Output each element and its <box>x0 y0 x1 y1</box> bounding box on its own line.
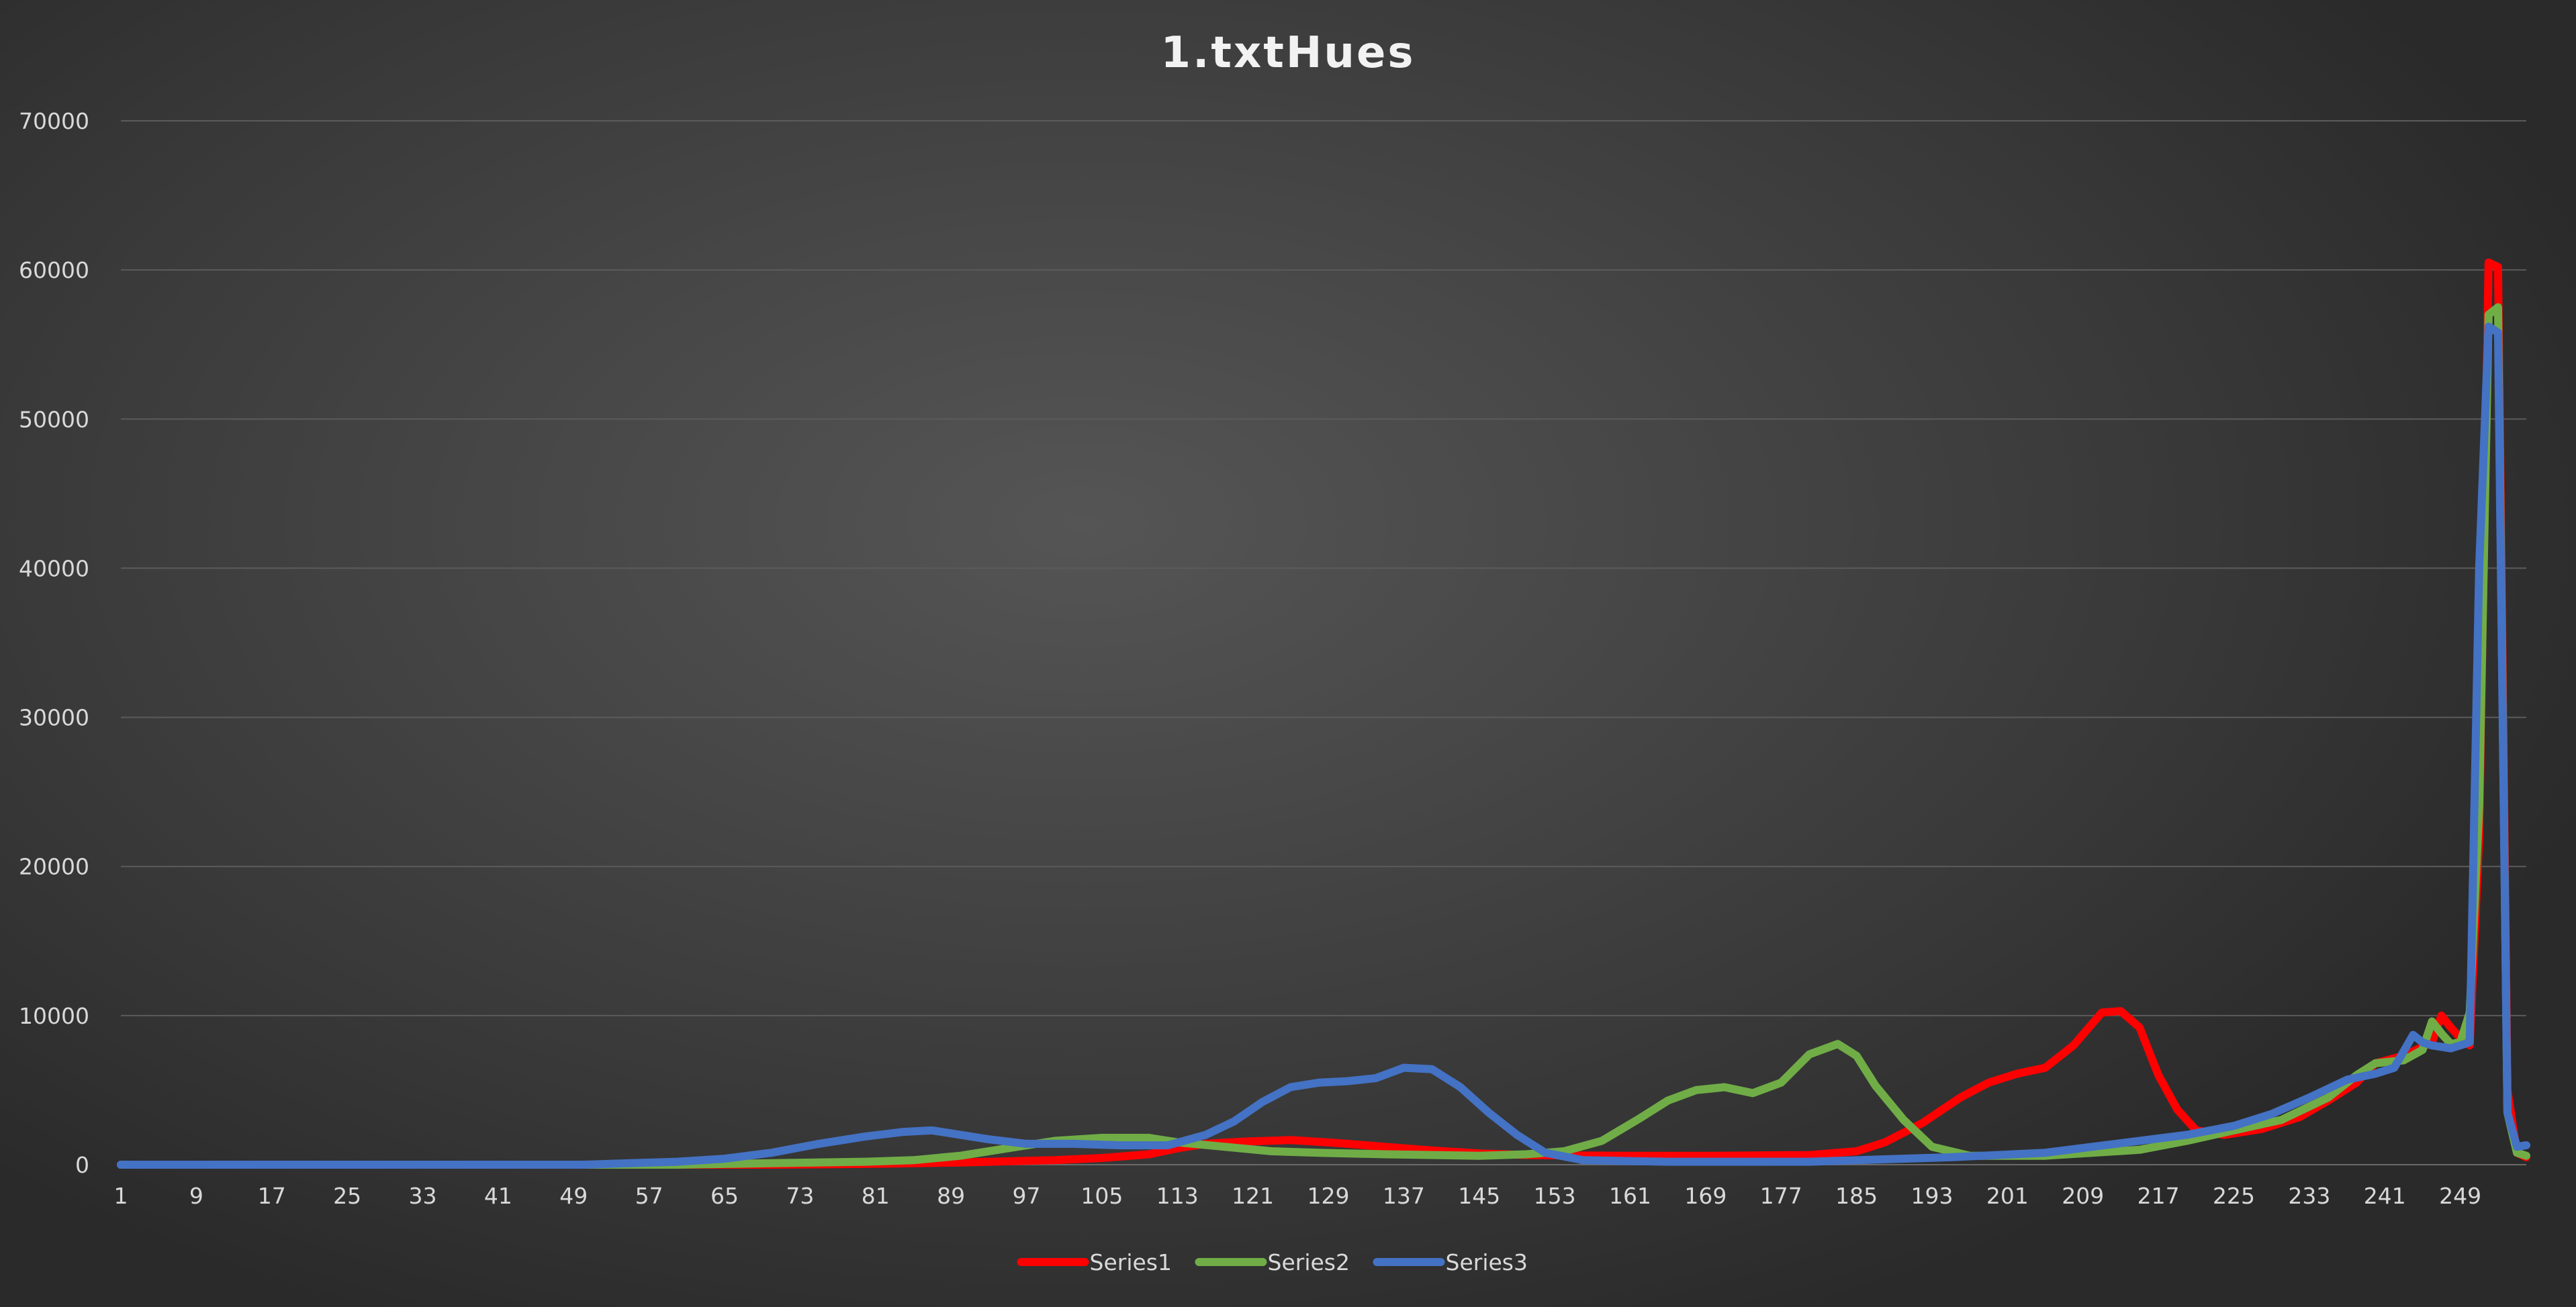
x-tick-label: 225 <box>2213 1183 2255 1209</box>
x-axis: 1 9 17 25 33 41 49 57 65 73 81 89 97 105 113 121 129 137 1… <box>114 1183 2482 1209</box>
y-tick-label: 0 <box>75 1152 89 1178</box>
series-line-series3 <box>117 322 2530 1169</box>
y-axis: 0 10000 20000 30000 40000 50000 60000 70000 <box>19 108 89 1178</box>
legend-item-series2: Series2 <box>1195 1249 1350 1275</box>
y-tick-label: 60000 <box>19 257 89 283</box>
y-tick-label: 50000 <box>19 406 89 432</box>
y-tick-label: 40000 <box>19 555 89 581</box>
x-tick-label: 185 <box>1835 1183 1878 1209</box>
x-tick-label: 121 <box>1232 1183 1274 1209</box>
x-tick-label: 177 <box>1760 1183 1802 1209</box>
x-tick-label: 17 <box>258 1183 286 1209</box>
x-tick-label: 81 <box>862 1183 890 1209</box>
x-tick-label: 33 <box>409 1183 437 1209</box>
x-tick-label: 233 <box>2288 1183 2330 1209</box>
x-tick-label: 25 <box>333 1183 361 1209</box>
legend: Series1 Series2 Series3 <box>1017 1249 1528 1275</box>
x-tick-label: 201 <box>1986 1183 2029 1209</box>
x-tick-label: 41 <box>484 1183 512 1209</box>
x-tick-label: 1 <box>114 1183 128 1209</box>
x-tick-label: 97 <box>1013 1183 1041 1209</box>
y-tick-label: 20000 <box>19 854 89 880</box>
x-tick-label: 65 <box>710 1183 739 1209</box>
x-tick-label: 161 <box>1609 1183 1651 1209</box>
x-tick-label: 217 <box>2137 1183 2180 1209</box>
x-tick-label: 73 <box>786 1183 814 1209</box>
x-tick-label: 137 <box>1383 1183 1425 1209</box>
x-tick-label: 9 <box>189 1183 203 1209</box>
legend-label: Series3 <box>1446 1249 1528 1275</box>
x-tick-label: 113 <box>1156 1183 1199 1209</box>
x-tick-label: 57 <box>635 1183 663 1209</box>
y-tick-label: 30000 <box>19 705 89 731</box>
x-tick-label: 241 <box>2364 1183 2406 1209</box>
x-tick-label: 209 <box>2062 1183 2104 1209</box>
x-tick-label: 249 <box>2439 1183 2481 1209</box>
legend-label: Series1 <box>1090 1249 1172 1275</box>
y-tick-label: 10000 <box>19 1003 89 1029</box>
chart-title: 1.txtHues <box>1161 28 1416 78</box>
series-lines <box>117 258 2530 1169</box>
legend-label: Series2 <box>1268 1249 1350 1275</box>
x-tick-label: 49 <box>559 1183 588 1209</box>
x-tick-label: 89 <box>937 1183 965 1209</box>
series-line-series2 <box>117 303 2530 1169</box>
legend-item-series3: Series3 <box>1373 1249 1528 1275</box>
x-tick-label: 105 <box>1080 1183 1123 1209</box>
legend-item-series1: Series1 <box>1017 1249 1172 1275</box>
x-tick-label: 153 <box>1534 1183 1576 1209</box>
x-tick-label: 193 <box>1911 1183 1953 1209</box>
x-tick-label: 129 <box>1307 1183 1350 1209</box>
gridlines <box>121 120 2526 1165</box>
x-tick-label: 145 <box>1458 1183 1500 1209</box>
series-line-series1 <box>117 258 2530 1169</box>
y-tick-label: 70000 <box>19 108 89 134</box>
x-tick-label: 169 <box>1684 1183 1727 1209</box>
